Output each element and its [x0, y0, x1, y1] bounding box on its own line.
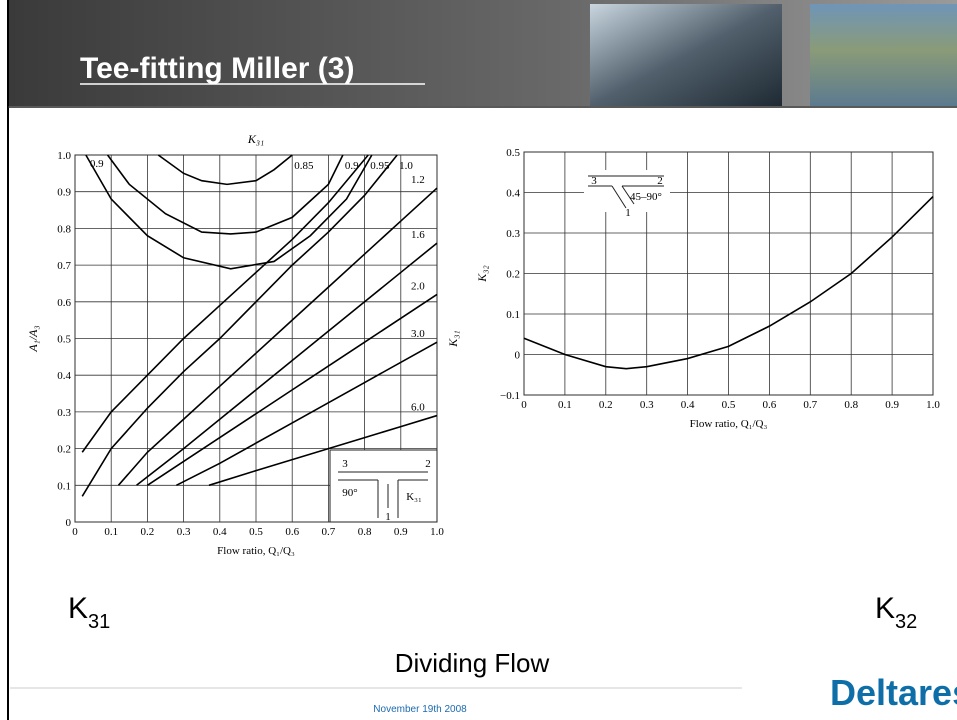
y-tick-label: 0.3 [506, 228, 520, 240]
x-tick-label: 0.3 [640, 399, 654, 411]
y-tick-label: 0.5 [506, 147, 520, 159]
x-axis-label: Flow ratio, Q₁/Q₃ [217, 545, 295, 557]
x-tick-label: 0.3 [177, 526, 191, 538]
x-tick-label: 0.2 [599, 399, 613, 411]
curve [82, 155, 397, 496]
curve-label: 1.2 [411, 174, 425, 186]
x-axis-label: Flow ratio, Q₁/Q₃ [690, 418, 768, 430]
curve-label: 3.0 [411, 328, 425, 340]
inset-label: 2 [425, 458, 431, 470]
y2-axis-label: K₃₁ [446, 330, 460, 347]
x-tick-label: 1.0 [430, 526, 444, 538]
header-photo [810, 4, 957, 106]
caption-center: Dividing Flow [395, 648, 550, 678]
caption-symbol: K [68, 592, 88, 625]
inset-label: 3 [591, 175, 597, 187]
caption-symbol: K [875, 592, 895, 625]
x-tick-label: 0.6 [285, 526, 299, 538]
inset-label: 1 [625, 207, 631, 219]
curve-label: 1.0 [399, 160, 413, 172]
y-tick-label: 0.4 [57, 370, 71, 382]
x-tick-label: 0.1 [104, 526, 118, 538]
y-tick-label: 0.6 [57, 297, 71, 309]
curve [118, 188, 437, 485]
caption-left: K31 [68, 592, 110, 633]
y-tick-label: 0.1 [506, 309, 520, 321]
inset-label: 90° [342, 487, 357, 499]
y-tick-label: 0.8 [57, 223, 71, 235]
chart-title: K₃₁ [247, 132, 264, 146]
x-tick-label: 0 [521, 399, 527, 411]
x-tick-label: 0.9 [394, 526, 408, 538]
curve-label: 1.6 [411, 229, 425, 241]
x-tick-label: 0.9 [885, 399, 899, 411]
footer-date: November 19th 2008 [373, 704, 467, 715]
x-tick-label: 0.8 [358, 526, 372, 538]
header-photo [590, 4, 782, 106]
slide-title: Tee-fitting Miller (3) [80, 52, 354, 85]
y-tick-label: 0 [515, 350, 521, 362]
x-tick-label: 0.1 [558, 399, 572, 411]
y-tick-label: 0.1 [57, 480, 71, 492]
curve-label: 6.0 [411, 402, 425, 414]
caption-subscript: 31 [88, 611, 110, 633]
x-tick-label: 0.4 [213, 526, 227, 538]
y-tick-label: 0.9 [57, 187, 71, 199]
x-tick-label: 0.8 [844, 399, 858, 411]
x-tick-label: 0.6 [763, 399, 777, 411]
y-tick-label: 0 [66, 517, 72, 529]
curve-label: 0.95 [370, 160, 390, 172]
x-tick-label: 0.5 [722, 399, 736, 411]
y-tick-label: 0.2 [506, 269, 520, 281]
y-tick-label: 0.2 [57, 444, 71, 456]
caption-subscript: 32 [895, 611, 917, 633]
y-axis-label: K₃₂ [475, 265, 489, 282]
x-tick-label: 1.0 [926, 399, 940, 411]
inset-label: 45–90° [630, 191, 662, 203]
x-tick-label: 0.5 [249, 526, 263, 538]
y-tick-label: 0.4 [506, 188, 520, 200]
x-tick-label: 0 [72, 526, 78, 538]
curve-label: 0.9 [345, 160, 359, 172]
curve-label: 2.0 [411, 280, 425, 292]
y-tick-label: 1.0 [57, 150, 71, 162]
slide: Tee-fitting Miller (3) K31 K32 Dividing … [0, 0, 957, 720]
y-tick-label: 0.7 [57, 260, 71, 272]
inset-label: K₃₁ [406, 491, 422, 503]
y-tick-label: 0.5 [57, 334, 71, 346]
x-tick-label: 0.7 [803, 399, 817, 411]
curve-label: 0.85 [294, 160, 314, 172]
inset-label: 2 [657, 175, 663, 187]
x-tick-label: 0.4 [681, 399, 695, 411]
curve [158, 155, 292, 184]
x-tick-label: 0.2 [141, 526, 155, 538]
y-axis-label: A₁/A₃ [26, 325, 40, 352]
curve [82, 155, 368, 452]
inset-label: 3 [342, 458, 348, 470]
y-tick-label: 0.3 [57, 407, 71, 419]
logo: Deltares [830, 672, 957, 713]
curve-label: 0.9 [90, 158, 104, 170]
y-tick-label: −0.1 [500, 390, 520, 402]
x-tick-label: 0.7 [322, 526, 336, 538]
caption-right: K32 [875, 592, 917, 633]
curve [86, 155, 372, 269]
inset-label: 1 [385, 511, 391, 523]
